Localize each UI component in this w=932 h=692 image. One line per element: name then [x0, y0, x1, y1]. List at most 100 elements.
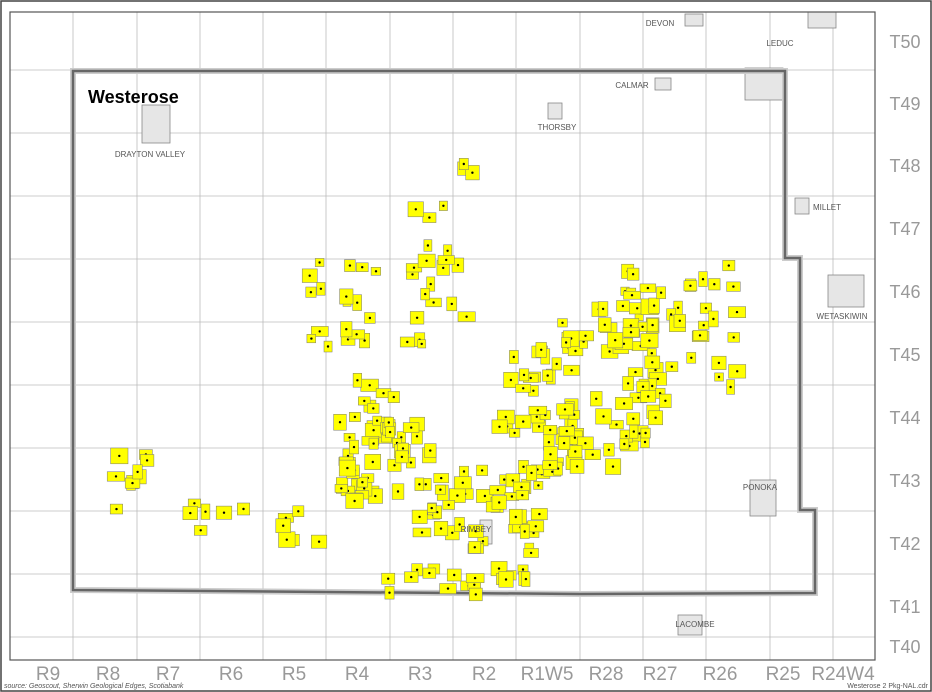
well [429, 282, 432, 286]
well [498, 501, 501, 504]
well [641, 325, 644, 328]
well [641, 385, 645, 388]
well [523, 530, 526, 533]
well [654, 416, 657, 419]
well [522, 465, 525, 468]
well [713, 283, 716, 286]
well [629, 331, 633, 334]
well [368, 384, 371, 387]
well [145, 459, 149, 462]
town-outline [684, 13, 704, 27]
well [574, 450, 577, 453]
well [352, 445, 356, 449]
well [717, 361, 721, 365]
well [564, 341, 568, 344]
well [428, 216, 431, 219]
well [537, 425, 541, 428]
parcels [106, 158, 747, 602]
well [520, 485, 523, 489]
well [513, 431, 516, 435]
well [584, 442, 587, 445]
well [447, 503, 450, 507]
well [535, 415, 538, 418]
township-label: T42 [889, 534, 920, 554]
well [317, 540, 321, 543]
well [575, 465, 579, 468]
town-label: LEDUC [766, 39, 793, 48]
well [504, 415, 507, 419]
range-label: R1W5 [521, 664, 574, 685]
town-label: WETASKIWIN [817, 312, 868, 321]
well [439, 527, 443, 530]
well [512, 355, 515, 359]
well [420, 342, 423, 346]
well [510, 495, 514, 498]
well [676, 306, 680, 309]
well [630, 294, 634, 297]
well [430, 506, 433, 510]
well [450, 302, 453, 306]
well [361, 266, 364, 269]
well [410, 426, 413, 429]
range-label: R25 [766, 664, 801, 685]
well [400, 436, 403, 439]
range-label: R5 [282, 664, 306, 685]
township-label: T48 [889, 156, 920, 176]
well [514, 515, 517, 519]
well [540, 348, 543, 351]
well [632, 417, 635, 420]
well [659, 291, 663, 294]
well [392, 395, 395, 399]
well [496, 488, 499, 492]
well [621, 304, 625, 308]
well [310, 337, 313, 340]
well [451, 531, 454, 534]
well [636, 307, 639, 310]
well [643, 440, 647, 444]
well [602, 415, 605, 418]
well [669, 313, 673, 316]
town-outline [807, 11, 837, 29]
well [348, 436, 351, 439]
town-label: MILLET [813, 203, 841, 212]
well [584, 334, 587, 337]
footer-note: Westerose 2 Pkg-NAL.cdr [847, 683, 928, 690]
well [242, 507, 245, 511]
well [524, 577, 528, 581]
well [729, 385, 732, 389]
well [702, 324, 705, 327]
well [445, 258, 448, 262]
well [418, 515, 421, 519]
well [461, 481, 464, 484]
well [356, 379, 359, 382]
well [453, 573, 456, 577]
well [678, 319, 681, 322]
well [637, 396, 640, 399]
well [603, 323, 606, 326]
well [546, 374, 549, 377]
well [563, 408, 567, 411]
well [727, 264, 730, 267]
play-boundary [71, 69, 817, 596]
well [717, 375, 721, 379]
well [318, 261, 321, 264]
well [372, 429, 375, 432]
well [439, 488, 442, 491]
well [368, 316, 372, 320]
well [462, 162, 465, 166]
well [625, 434, 628, 438]
well [521, 494, 524, 497]
well [664, 399, 667, 402]
well [555, 362, 558, 366]
well [473, 546, 476, 549]
well [547, 441, 551, 444]
well [282, 524, 285, 527]
range-label: R26 [703, 664, 738, 685]
well [562, 441, 566, 445]
well [670, 365, 673, 368]
well [732, 285, 735, 288]
well [732, 336, 735, 339]
township-label: T43 [889, 471, 920, 491]
well [338, 421, 342, 424]
well [634, 370, 637, 374]
